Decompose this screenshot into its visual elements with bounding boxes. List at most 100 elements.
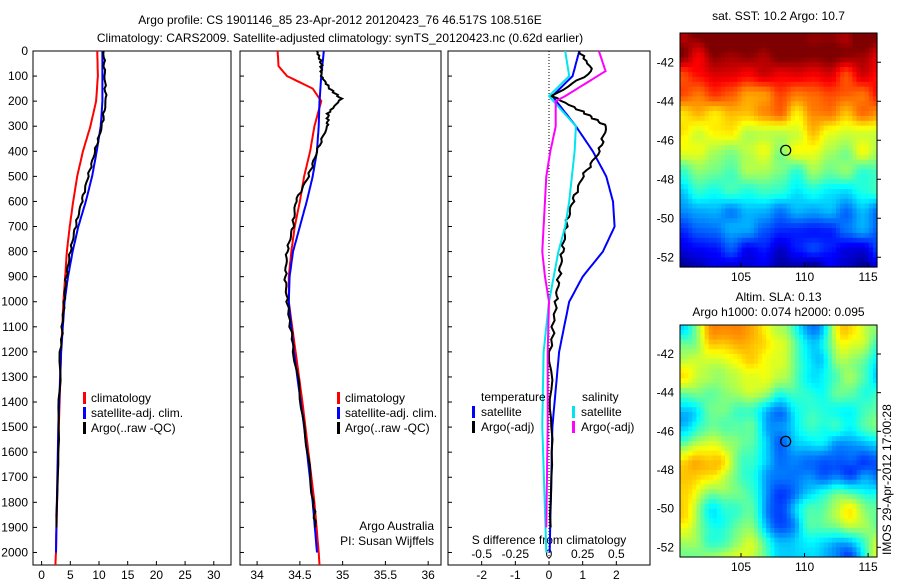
map-cell: [680, 339, 685, 345]
map-cell: [778, 213, 784, 219]
map-cell: [733, 193, 739, 200]
map-cell: [811, 140, 816, 146]
map-cell: [856, 412, 862, 418]
map-cell: [794, 47, 800, 54]
map-cell: [696, 62, 702, 68]
map-cell: [700, 339, 706, 345]
map-cell: [852, 120, 858, 127]
map-cell: [815, 455, 821, 461]
map-cell: [700, 218, 706, 224]
map-cell: [778, 460, 784, 466]
map-cell: [786, 407, 792, 413]
map-cell: [749, 499, 755, 505]
map-cell: [733, 247, 739, 253]
map-cell: [721, 262, 726, 268]
map-cell: [696, 383, 702, 389]
map-cell: [827, 363, 833, 370]
map-cell: [856, 189, 862, 195]
map-cell: [844, 47, 849, 54]
map-cell: [848, 76, 853, 83]
map-cell: [836, 368, 841, 374]
map-cell: [688, 47, 693, 54]
map-cell: [840, 262, 845, 268]
map-cell: [733, 262, 739, 268]
map-cell: [836, 198, 841, 205]
map-cell: [790, 354, 796, 360]
map-cell: [840, 159, 845, 166]
map-cell: [708, 169, 714, 175]
map-cell: [823, 62, 829, 68]
map-cell: [836, 441, 841, 447]
map-cell: [762, 76, 767, 83]
map-cell: [753, 518, 759, 524]
map-cell: [770, 523, 775, 529]
map-cell: [704, 407, 710, 413]
map-cell: [782, 47, 788, 54]
map-cell: [799, 489, 804, 495]
map-cell: [844, 436, 849, 442]
map-cell: [803, 508, 808, 515]
map-cell: [844, 513, 849, 519]
map-cell: [704, 450, 710, 457]
map-cell: [794, 470, 800, 476]
map-cell: [860, 450, 866, 457]
map-cell: [864, 445, 870, 452]
map-cell: [774, 494, 780, 500]
map-cell: [803, 358, 808, 365]
map-cell: [716, 383, 722, 389]
map-cell: [831, 552, 837, 558]
map-cell: [803, 363, 808, 370]
map-cell: [836, 426, 841, 432]
map-cell: [840, 42, 845, 49]
map-cell: [712, 402, 718, 408]
map-cell: [700, 513, 706, 519]
map-cell: [803, 111, 808, 117]
map-cell: [688, 407, 693, 413]
map-cell: [803, 184, 808, 190]
map-cell: [749, 460, 755, 466]
map-cell: [696, 252, 702, 258]
map-cell: [712, 354, 718, 360]
map-cell: [688, 81, 693, 88]
map-cell: [790, 392, 796, 399]
map-cell: [684, 470, 689, 476]
map-cell: [688, 450, 693, 457]
map-cell: [794, 363, 800, 370]
map-cell: [708, 111, 714, 117]
map-cell: [836, 378, 841, 384]
map-cell: [745, 358, 751, 365]
map-cell: [868, 262, 874, 268]
map-cell: [823, 111, 829, 117]
map-cell: [811, 67, 816, 73]
map-cell: [852, 334, 858, 341]
map-cell: [872, 106, 878, 112]
map-cell: [811, 402, 816, 408]
map-cell: [811, 115, 816, 122]
map-cell: [786, 528, 792, 534]
map-cell: [708, 232, 714, 239]
map-cell: [811, 479, 816, 486]
map-cell: [741, 145, 747, 151]
map-cell: [708, 479, 714, 486]
map-cell: [700, 542, 706, 548]
map-cell: [864, 145, 870, 151]
map-cell: [852, 329, 858, 336]
map-cell: [741, 334, 747, 341]
map-cell: [794, 378, 800, 384]
map-cell: [836, 213, 841, 219]
map-cell: [688, 378, 693, 384]
map-cell: [860, 426, 866, 432]
map-cell: [807, 164, 812, 171]
map-cell: [749, 378, 755, 384]
map-cell: [762, 232, 767, 239]
map-cell: [823, 518, 829, 524]
map-cell: [684, 416, 689, 423]
map-cell: [741, 262, 747, 268]
map-cell: [872, 532, 878, 539]
map-cell: [725, 532, 730, 539]
map-cell: [836, 358, 841, 365]
map-cell: [774, 484, 780, 490]
map-cell: [692, 344, 697, 350]
map-cell: [766, 218, 771, 224]
map-cell: [778, 407, 784, 413]
